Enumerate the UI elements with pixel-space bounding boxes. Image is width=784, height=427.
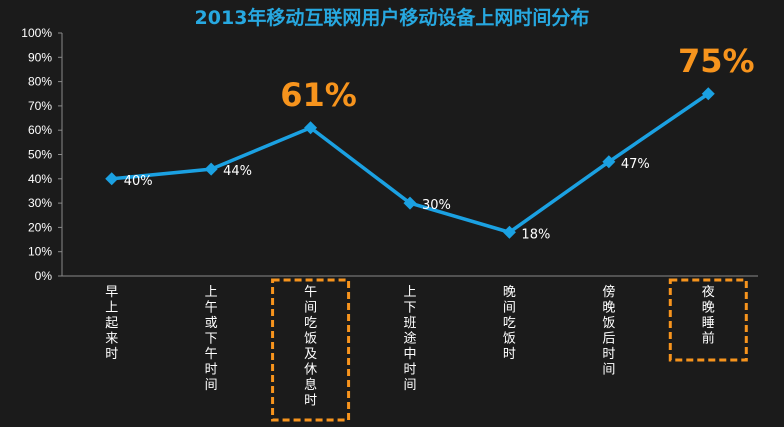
data-point — [204, 162, 218, 176]
y-tick-label: 50% — [28, 148, 52, 162]
x-tick-label-char: 晚 — [503, 285, 516, 300]
data-label: 18% — [521, 227, 550, 242]
x-tick-label-char: 午 — [205, 347, 218, 362]
x-tick-label-char: 或 — [205, 316, 218, 331]
x-tick-label-char: 下 — [403, 301, 416, 316]
x-tick-label-char: 来 — [105, 332, 118, 347]
x-tick-label-char: 饭 — [503, 332, 516, 347]
y-tick-label: 30% — [28, 196, 52, 210]
data-point — [701, 87, 715, 101]
x-tick-label-char: 时 — [403, 363, 416, 378]
x-tick-label-char: 前 — [702, 331, 715, 347]
data-point — [502, 225, 516, 239]
x-tick-label-char: 间 — [304, 301, 317, 316]
data-labels: 40% 44% 61% 30% 18% 47% 75% — [124, 42, 755, 243]
data-label: 40% — [124, 174, 153, 189]
x-tick-label-char: 途 — [403, 331, 416, 347]
x-tick-label-char: 时 — [205, 363, 218, 378]
y-tick-label: 70% — [28, 99, 52, 113]
x-tick-label-char: 晚 — [602, 301, 615, 316]
y-tick-label: 20% — [28, 220, 52, 234]
chart-title: 2013年移动互联网用户移动设备上网时间分布 — [195, 6, 590, 29]
y-tick-label: 90% — [28, 50, 52, 64]
x-tick-label-char: 睡 — [702, 316, 715, 331]
x-tick-label-char: 上 — [205, 285, 218, 300]
x-tick-label-char: 夜 — [702, 285, 715, 300]
y-tick-label: 100% — [21, 26, 52, 40]
x-tick-label-char: 晚 — [702, 301, 715, 316]
x-tick-label-char: 上 — [105, 301, 118, 316]
x-tick-label-char: 班 — [403, 316, 416, 331]
data-label: 47% — [621, 157, 650, 172]
x-tick-label-char: 时 — [304, 394, 317, 409]
x-tick-label-char: 时 — [602, 347, 615, 362]
y-tick-label: 40% — [28, 172, 52, 186]
x-tick-label-char: 息 — [304, 377, 317, 393]
data-label: 61% — [280, 76, 357, 114]
y-tick-label: 10% — [28, 245, 52, 259]
x-tick-label-char: 时 — [105, 347, 118, 362]
category-labels: 早上起来时上午或下午时间午间吃饭及休息时上下班途中时间晚间吃饭时傍晚饭后时间夜晚… — [105, 284, 715, 409]
data-point — [105, 172, 119, 186]
x-tick-label-char: 及 — [304, 347, 317, 362]
highlight-box — [668, 278, 748, 362]
x-tick-label-char: 吃 — [503, 315, 516, 331]
data-markers — [105, 87, 715, 239]
y-tick-label: 80% — [28, 75, 52, 89]
x-tick-label-char: 间 — [503, 301, 516, 316]
x-tick-label-char: 间 — [602, 363, 615, 378]
data-label: 30% — [422, 198, 451, 213]
x-tick-label-char: 间 — [403, 378, 416, 393]
x-tick-label-char: 饭 — [304, 332, 317, 347]
x-tick-label-char: 间 — [205, 378, 218, 393]
x-tick-label-char: 傍 — [602, 284, 615, 300]
data-point — [403, 196, 417, 210]
x-tick-label-char: 起 — [105, 316, 118, 331]
x-tick-label-char: 午 — [205, 301, 218, 316]
x-tick-label-char: 饭 — [602, 316, 615, 331]
x-tick-label-char: 吃 — [304, 315, 317, 331]
x-tick-label-char: 下 — [205, 332, 218, 347]
data-point — [602, 155, 616, 169]
x-tick-label-char: 后 — [602, 332, 615, 347]
data-point — [304, 121, 318, 135]
x-tick-label-char: 中 — [403, 347, 416, 362]
y-tick-label: 60% — [28, 123, 52, 137]
data-label: 75% — [678, 42, 755, 80]
data-label: 44% — [223, 164, 252, 179]
x-tick-label-char: 午 — [304, 285, 317, 300]
highlight-boxes — [271, 278, 748, 422]
x-tick-label-char: 休 — [304, 363, 317, 378]
y-tick-label: 0% — [35, 269, 53, 283]
x-tick-label-char: 早 — [105, 285, 118, 300]
highlight-box — [271, 278, 351, 422]
y-axis: 0% 10% 20% 30% 40% 50% 60% 70% 80% 90% 100% — [21, 26, 63, 283]
x-tick-label-char: 时 — [503, 347, 516, 362]
x-tick-label-char: 上 — [403, 285, 416, 300]
